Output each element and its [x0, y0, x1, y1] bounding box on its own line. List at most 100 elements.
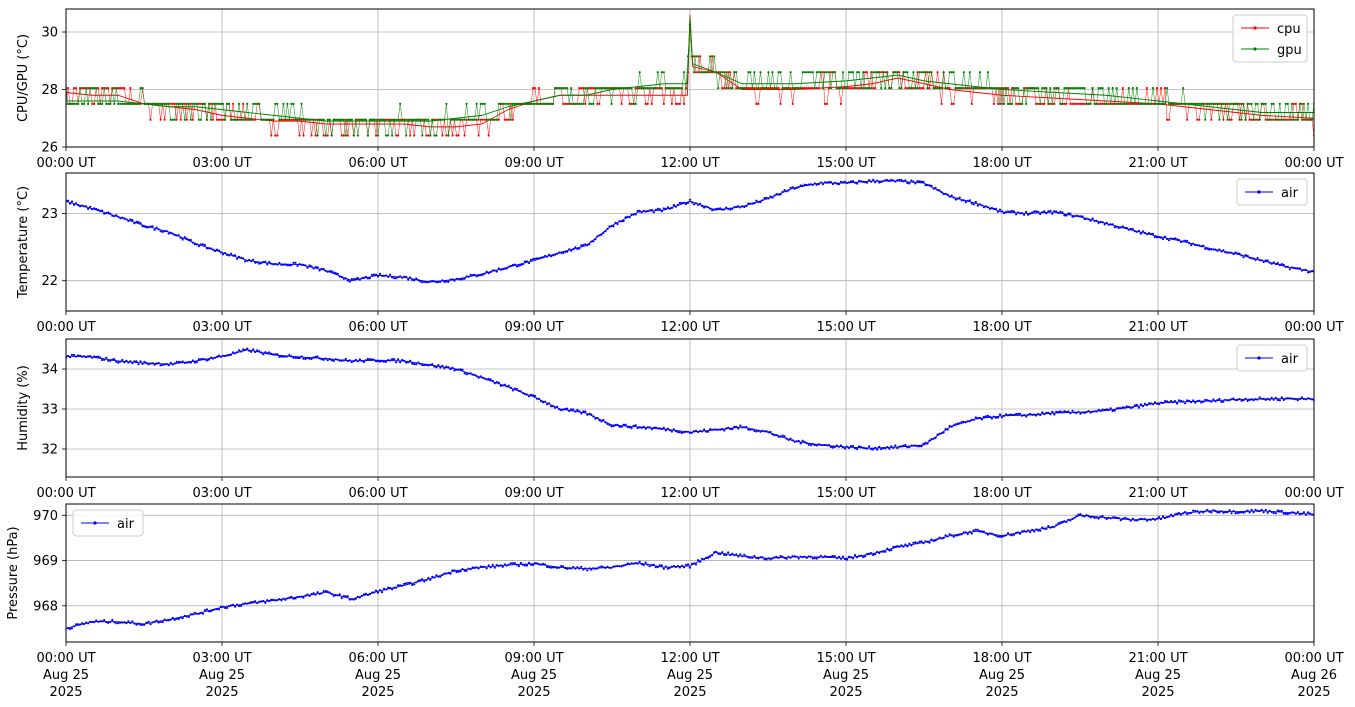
data-point-air	[1182, 240, 1185, 243]
data-point-air	[443, 572, 446, 575]
data-point-cpu	[276, 134, 279, 137]
data-point-air	[1077, 215, 1080, 218]
data-point-air	[849, 180, 853, 183]
data-point-air	[737, 555, 740, 558]
data-point-air	[431, 575, 434, 578]
data-point-air	[252, 258, 255, 261]
data-point-air	[477, 274, 480, 277]
data-point-air	[1276, 262, 1279, 265]
data-point-air	[1284, 265, 1287, 268]
data-point-air	[1019, 412, 1022, 415]
data-point-air	[1236, 252, 1239, 255]
data-point-cpu	[562, 102, 565, 105]
data-point-air	[364, 359, 367, 362]
data-point-cpu	[346, 134, 349, 137]
data-point-air	[165, 362, 168, 366]
data-point-air	[616, 564, 619, 568]
data-point-air	[1073, 516, 1076, 519]
data-point-air	[688, 198, 692, 201]
data-point-air	[769, 195, 772, 198]
data-point-air	[433, 365, 436, 368]
data-point-gpu	[70, 102, 74, 105]
data-point-gpu	[447, 134, 450, 137]
data-point-air	[509, 264, 512, 268]
x-tick-label: 12:00 UT	[660, 320, 719, 335]
data-point-air	[431, 363, 434, 366]
data-point-air	[201, 357, 204, 361]
data-point-gpu	[860, 87, 863, 90]
data-point-gpu	[354, 118, 357, 121]
data-point-air	[866, 553, 869, 556]
data-point-gpu	[517, 102, 521, 105]
data-point-air	[890, 178, 893, 181]
data-point-air	[1091, 515, 1094, 518]
data-point-air	[68, 627, 72, 631]
data-point-air	[232, 254, 235, 257]
x-tick-year: 2025	[517, 685, 550, 700]
data-point-air	[346, 359, 349, 363]
data-point-air	[723, 429, 726, 432]
data-point-air	[1256, 509, 1259, 513]
data-point-gpu	[894, 71, 897, 74]
data-point-air	[739, 206, 742, 209]
data-point-air	[845, 445, 849, 448]
data-point-air	[1232, 252, 1235, 256]
data-point-air	[692, 203, 696, 206]
data-point-air	[542, 562, 545, 565]
data-point-gpu	[115, 87, 118, 90]
data-point-gpu	[765, 87, 768, 90]
data-point-air	[1111, 409, 1114, 413]
data-point-air	[227, 354, 231, 357]
data-point-gpu	[743, 87, 746, 90]
data-point-air	[515, 387, 519, 391]
data-point-air	[640, 211, 643, 214]
data-point-cpu	[374, 134, 378, 137]
data-point-air	[1234, 251, 1237, 254]
data-point-air	[723, 553, 726, 557]
data-point-air	[523, 564, 527, 567]
data-point-gpu	[193, 102, 196, 105]
data-point-gpu	[463, 118, 466, 121]
data-point-cpu	[1198, 118, 1201, 121]
data-point-air	[85, 356, 88, 359]
data-point-air	[797, 557, 800, 560]
data-point-gpu	[1037, 87, 1040, 90]
data-point-gpu	[602, 87, 605, 90]
data-point-air	[113, 621, 116, 624]
data-point-air	[387, 586, 390, 589]
data-point-air	[165, 230, 168, 233]
data-point-air	[763, 197, 766, 200]
data-point-gpu	[1081, 87, 1084, 90]
data-point-air	[950, 194, 953, 197]
data-point-air	[79, 623, 82, 626]
data-point-air	[391, 588, 394, 591]
data-point-air	[284, 598, 287, 601]
data-point-cpu	[483, 118, 486, 121]
data-point-air	[1091, 410, 1094, 413]
data-point-air	[260, 262, 263, 265]
data-point-air	[219, 251, 223, 254]
data-point-gpu	[1262, 102, 1265, 105]
data-point-gpu	[167, 102, 170, 105]
data-point-air	[749, 428, 752, 431]
data-point-gpu	[1226, 118, 1229, 121]
data-point-gpu	[1212, 102, 1215, 105]
data-point-air	[958, 533, 961, 536]
data-point-air	[105, 212, 108, 215]
data-point-air	[451, 366, 454, 369]
data-point-air	[151, 362, 154, 365]
data-point-air	[628, 216, 631, 219]
data-point-air	[570, 567, 573, 570]
data-point-air	[1127, 518, 1130, 521]
data-point-gpu	[1298, 102, 1301, 105]
data-point-air	[344, 595, 347, 598]
data-point-air	[1248, 398, 1251, 401]
data-point-air	[68, 202, 72, 205]
data-point-gpu	[829, 87, 833, 90]
data-point-air	[1159, 236, 1163, 239]
data-point-air	[147, 363, 150, 366]
data-point-air	[356, 595, 359, 599]
data-point-air	[109, 359, 112, 362]
data-point-air	[582, 410, 585, 413]
data-point-cpu	[564, 102, 567, 105]
